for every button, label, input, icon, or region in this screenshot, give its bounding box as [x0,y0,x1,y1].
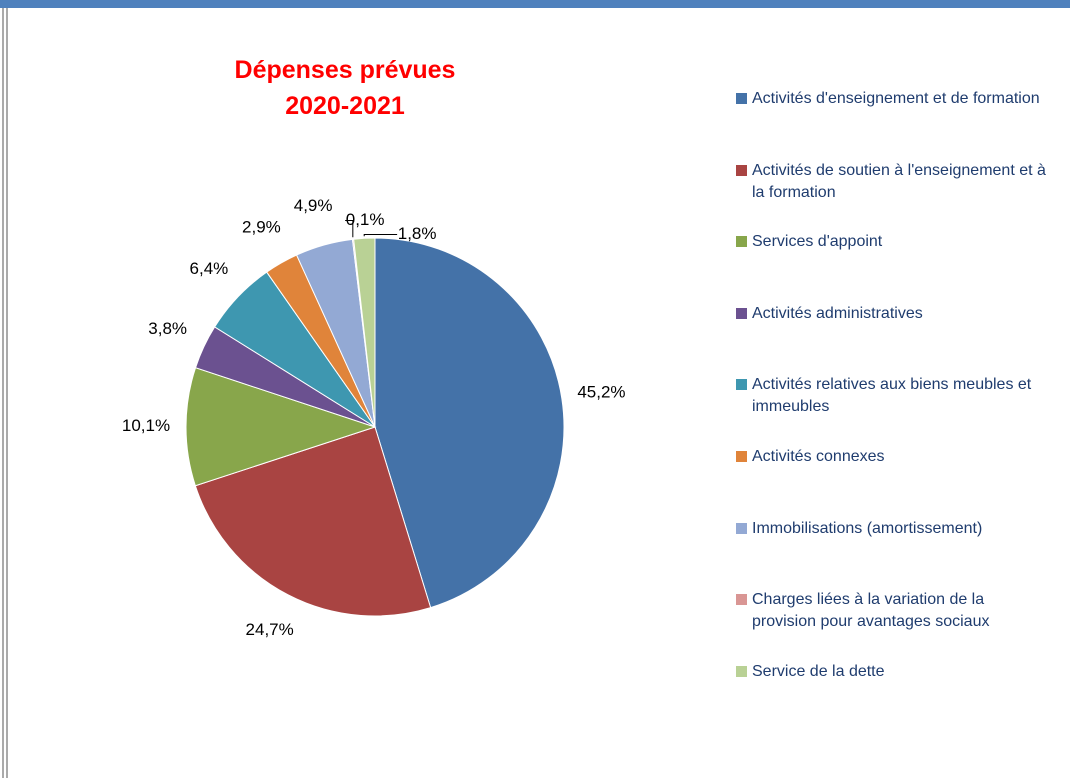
data-label: 6,4% [190,259,229,278]
legend-item: Activités connexes [736,446,1046,468]
pie-slice [353,237,376,428]
chart-title: Dépenses prévues 2020-2021 [234,56,456,120]
legend-item: Charges liées à la variation de la provi… [736,589,1046,633]
data-label: 10,1% [122,416,170,435]
leader-line [345,220,354,238]
data-label: 45,2% [577,382,625,401]
legend-swatch [736,236,747,248]
pie-slice [194,426,432,617]
legend-item: Activités de soutien à l'enseignement et… [736,160,1046,204]
legend-swatch [736,93,747,104]
legend-label: Immobilisations (amortissement) [752,519,983,537]
legend-label: Activités administratives [752,304,923,322]
legend-swatch [736,522,747,534]
pie-slice [185,367,377,487]
legend-item: Services d'appoint [736,231,1046,253]
data-label: 1,8% [398,224,437,243]
legend-item: Activités administratives [736,303,1046,325]
legend-item: Activités relatives aux biens meubles et… [736,374,1046,418]
legend-label: Charges liées à la variation de la provi… [752,591,990,631]
data-label: 4,9% [294,196,333,215]
legend-item: Service de la dette [736,661,1046,683]
legend-label: Service de la dette [752,662,885,680]
legend-swatch [736,164,747,176]
legend-swatch [736,594,747,606]
legend-label: Services d'appoint [752,233,883,251]
legend-swatch [736,665,747,677]
legend-label: Activités connexes [752,448,885,465]
pie-slice [374,237,565,609]
legend-swatch [736,307,747,319]
legend-label: Activités de soutien à l'enseignement et… [752,161,1046,201]
legend-item: Immobilisations (amortissement) [736,518,1046,540]
data-label: 0,1% [346,210,385,229]
data-label: 3,8% [148,319,187,338]
legend-swatch [736,451,747,462]
legend-item: Activités d'enseignement et de formation [736,88,1046,110]
leader-line [363,234,398,237]
data-label: 24,7% [246,620,294,639]
legend-swatch [736,379,747,391]
legend-label: Activités d'enseignement et de formation [752,90,1040,107]
data-label: 2,9% [242,218,281,237]
pie: 45,2% 24,7% 10,1% 3,8% 6,4% 2,9% 4,9% 0,1% 1,8% [122,196,626,639]
legend-label: Activités relatives aux biens meubles et… [752,376,1032,416]
top-bar [0,0,1070,8]
